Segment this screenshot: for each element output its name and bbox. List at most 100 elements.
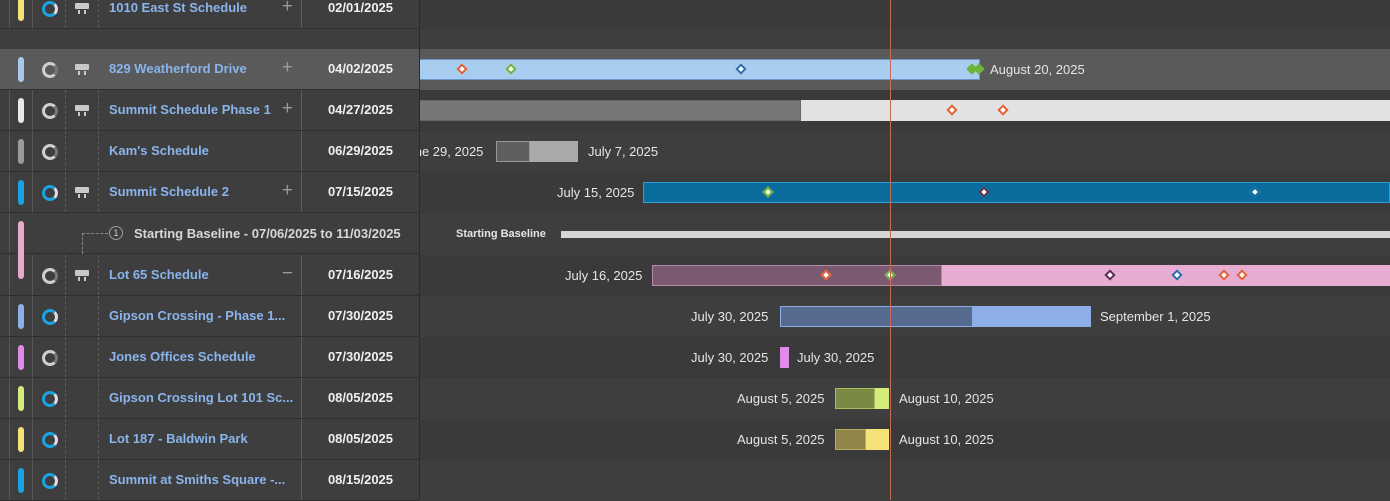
- color-bar: [18, 427, 24, 452]
- status-cell: [33, 337, 66, 377]
- schedule-bar[interactable]: [530, 141, 578, 162]
- progress-bar[interactable]: [835, 388, 875, 409]
- schedule-date: 07/16/2025: [327, 267, 394, 282]
- expand-icon[interactable]: +: [281, 180, 293, 201]
- baseline-label[interactable]: Starting Baseline - 07/06/2025 to 11/03/…: [134, 226, 401, 241]
- schedule-date: 07/30/2025: [327, 349, 394, 364]
- expand-icon[interactable]: +: [281, 98, 293, 119]
- start-date-label: July 16, 2025: [565, 268, 643, 283]
- icon-cell: [66, 49, 99, 89]
- expand-icon[interactable]: +: [281, 57, 293, 78]
- schedule-bar[interactable]: [643, 182, 1390, 203]
- timeline-row: July 15, 2025: [419, 172, 1390, 213]
- end-date-label: August 10, 2025: [899, 432, 994, 447]
- schedule-name[interactable]: Kam's Schedule: [109, 143, 209, 158]
- date-cell: 08/05/2025: [302, 419, 419, 459]
- schedule-row[interactable]: 829 Weatherford Drive + 04/02/2025: [0, 49, 419, 90]
- start-date-label: August 5, 2025: [737, 432, 825, 447]
- progress-ring-icon: [42, 1, 58, 17]
- date-cell: 08/15/2025: [302, 460, 419, 500]
- status-cell: [33, 378, 66, 418]
- schedule-name[interactable]: Gipson Crossing Lot 101 Sc...: [109, 390, 294, 405]
- timeline-row: August 5, 2025 August 10, 2025: [419, 378, 1390, 419]
- schedule-row[interactable]: Gipson Crossing - Phase 1... 07/30/2025: [0, 296, 419, 337]
- status-cell: [33, 255, 66, 295]
- progress-bar[interactable]: [835, 429, 866, 450]
- schedule-date: 07/15/2025: [327, 184, 394, 199]
- schedule-row[interactable]: Jones Offices Schedule 07/30/2025: [0, 337, 419, 378]
- schedule-name[interactable]: Jones Offices Schedule: [109, 349, 256, 364]
- schedule-date: 08/15/2025: [327, 472, 394, 487]
- workday-icon[interactable]: [75, 270, 89, 281]
- progress-ring-icon: [42, 391, 58, 407]
- tree-connector: [82, 233, 83, 254]
- timeline-row: [419, 460, 1390, 500]
- end-date-label: August 10, 2025: [899, 391, 994, 406]
- icon-cell: [66, 131, 99, 171]
- schedule-date: 07/30/2025: [327, 308, 394, 323]
- schedule-date: 06/29/2025: [327, 143, 394, 158]
- progress-bar[interactable]: [780, 306, 973, 327]
- color-bar: [18, 221, 24, 279]
- schedule-name[interactable]: Summit Schedule Phase 1: [109, 102, 271, 117]
- schedule-bar[interactable]: [973, 306, 1091, 327]
- expand-icon[interactable]: +: [281, 0, 293, 17]
- color-bar: [18, 0, 24, 21]
- status-cell: [33, 131, 66, 171]
- schedule-date: 04/02/2025: [327, 61, 394, 76]
- baseline-row[interactable]: 1 Starting Baseline - 07/06/2025 to 11/0…: [0, 213, 419, 279]
- progress-bar[interactable]: [652, 265, 942, 286]
- schedule-bar[interactable]: [780, 347, 789, 368]
- name-cell: Summit Schedule Phase 1 +: [99, 90, 302, 130]
- workday-icon[interactable]: [75, 105, 89, 116]
- schedule-name[interactable]: Summit at Smiths Square -...: [109, 472, 286, 487]
- color-cell: [9, 460, 33, 500]
- workday-icon[interactable]: [75, 64, 89, 75]
- schedule-name[interactable]: Gipson Crossing - Phase 1...: [109, 308, 286, 323]
- schedule-row[interactable]: Summit at Smiths Square -... 08/15/2025: [0, 460, 419, 501]
- date-cell: 08/05/2025: [302, 378, 419, 418]
- status-cell: [33, 460, 66, 500]
- schedule-bar[interactable]: [866, 429, 889, 450]
- date-cell: 02/01/2025: [302, 0, 419, 28]
- color-cell: [9, 337, 33, 377]
- icon-cell: [66, 90, 99, 130]
- color-cell: [9, 172, 33, 212]
- progress-ring-icon: [42, 268, 58, 284]
- schedule-name[interactable]: 829 Weatherford Drive: [109, 61, 247, 76]
- date-cell: 07/30/2025: [302, 296, 419, 336]
- end-date-label: August 20, 2025: [990, 62, 1085, 77]
- collapse-icon[interactable]: −: [281, 263, 293, 284]
- color-bar: [18, 57, 24, 82]
- schedule-bar[interactable]: [875, 388, 889, 409]
- date-cell: 07/30/2025: [302, 337, 419, 377]
- progress-ring-icon: [42, 432, 58, 448]
- workday-icon[interactable]: [75, 187, 89, 198]
- schedule-row[interactable]: Kam's Schedule 06/29/2025: [0, 131, 419, 172]
- progress-bar[interactable]: [419, 100, 801, 121]
- schedule-row[interactable]: 1010 East St Schedule + 02/01/2025: [0, 0, 419, 29]
- schedule-name[interactable]: Lot 65 Schedule: [109, 267, 209, 282]
- schedule-bar[interactable]: [942, 265, 1390, 286]
- progress-bar[interactable]: [496, 141, 530, 162]
- color-cell: [9, 213, 33, 279]
- schedule-name[interactable]: Lot 187 - Baldwin Park: [109, 431, 248, 446]
- tree-connector: [82, 233, 108, 234]
- color-cell: [9, 255, 33, 295]
- name-cell: Summit at Smiths Square -...: [99, 460, 302, 500]
- schedule-row[interactable]: Lot 65 Schedule − 07/16/2025: [0, 255, 419, 296]
- start-date-label: June 29, 2025: [419, 144, 484, 159]
- schedule-row[interactable]: Gipson Crossing Lot 101 Sc... 08/05/2025: [0, 378, 419, 419]
- timeline-row: August 5, 2025 August 10, 2025: [419, 419, 1390, 460]
- baseline-bar[interactable]: [561, 231, 1390, 238]
- schedule-row[interactable]: Summit Schedule Phase 1 + 04/27/2025: [0, 90, 419, 131]
- name-cell: 829 Weatherford Drive +: [99, 49, 302, 89]
- schedule-name[interactable]: 1010 East St Schedule: [109, 0, 248, 15]
- schedule-name[interactable]: Summit Schedule 2: [109, 184, 229, 199]
- schedule-bar[interactable]: [419, 59, 980, 80]
- workday-icon[interactable]: [75, 3, 89, 14]
- schedule-row[interactable]: Lot 187 - Baldwin Park 08/05/2025: [0, 419, 419, 460]
- progress-ring-icon: [42, 473, 58, 489]
- schedule-bar[interactable]: [801, 100, 1390, 121]
- schedule-row[interactable]: Summit Schedule 2 + 07/15/2025: [0, 172, 419, 213]
